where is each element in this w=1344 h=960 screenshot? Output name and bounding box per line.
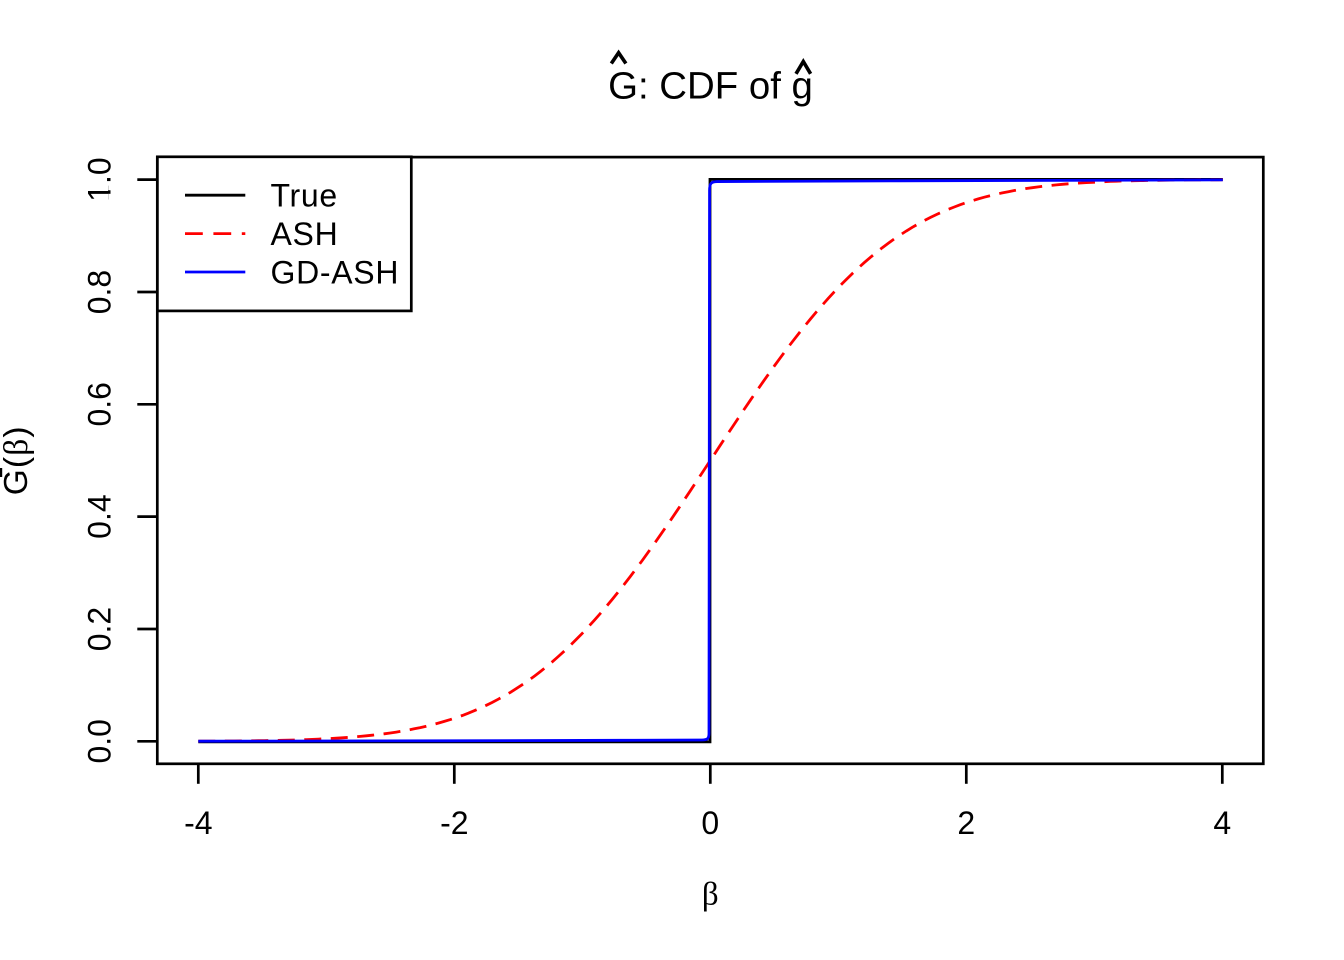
svg-text:4: 4 <box>1213 805 1231 841</box>
svg-text:0.8: 0.8 <box>82 270 118 314</box>
svg-text:2: 2 <box>957 805 975 841</box>
svg-text:0.2: 0.2 <box>82 607 118 651</box>
svg-text:-4: -4 <box>184 805 212 841</box>
svg-text:1.0: 1.0 <box>82 157 118 201</box>
svg-text:β: β <box>702 877 719 913</box>
svg-text:True: True <box>271 178 338 214</box>
svg-text:GD-ASH: GD-ASH <box>271 254 400 290</box>
svg-text:0.6: 0.6 <box>82 382 118 426</box>
svg-text:G: CDF of g: G: CDF of g <box>608 64 813 107</box>
svg-text:ASH: ASH <box>271 216 339 252</box>
svg-text:0.0: 0.0 <box>82 719 118 763</box>
svg-text:G(β): G(β) <box>0 425 35 495</box>
svg-text:0.4: 0.4 <box>82 494 118 538</box>
svg-text:-2: -2 <box>440 805 468 841</box>
svg-text:0: 0 <box>701 805 719 841</box>
